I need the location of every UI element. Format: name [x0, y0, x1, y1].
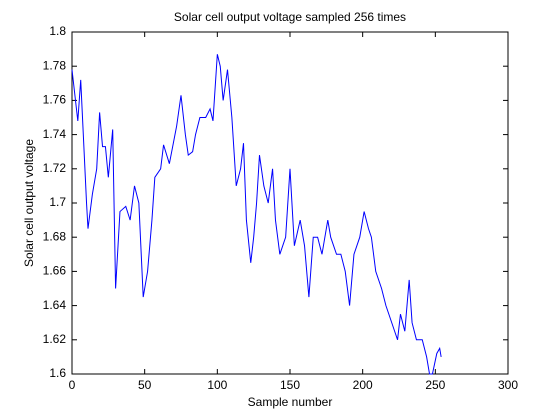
chart-title: Solar cell output voltage sampled 256 ti… [174, 10, 406, 24]
y-tick-label: 1.7 [49, 195, 66, 209]
y-tick-label: 1.64 [43, 298, 67, 312]
x-tick-label: 300 [498, 378, 518, 392]
y-tick-label: 1.78 [43, 58, 67, 72]
y-tick-label: 1.62 [43, 332, 67, 346]
y-tick-label: 1.8 [49, 24, 66, 38]
y-tick-label: 1.72 [43, 161, 67, 175]
x-tick-label: 100 [207, 378, 227, 392]
x-tick-label: 0 [69, 378, 76, 392]
y-axis-label: Solar cell output voltage [22, 139, 36, 267]
y-tick-label: 1.76 [43, 93, 67, 107]
x-axis-label: Sample number [248, 395, 333, 409]
x-tick-label: 150 [280, 378, 300, 392]
x-tick-label: 50 [138, 378, 152, 392]
y-tick-label: 1.66 [43, 264, 67, 278]
x-tick-label: 200 [353, 378, 373, 392]
line-series [71, 54, 442, 375]
y-tick-label: 1.6 [49, 366, 66, 380]
x-tick-label: 250 [425, 378, 445, 392]
y-tick-label: 1.74 [43, 127, 67, 141]
y-tick-label: 1.68 [43, 229, 67, 243]
